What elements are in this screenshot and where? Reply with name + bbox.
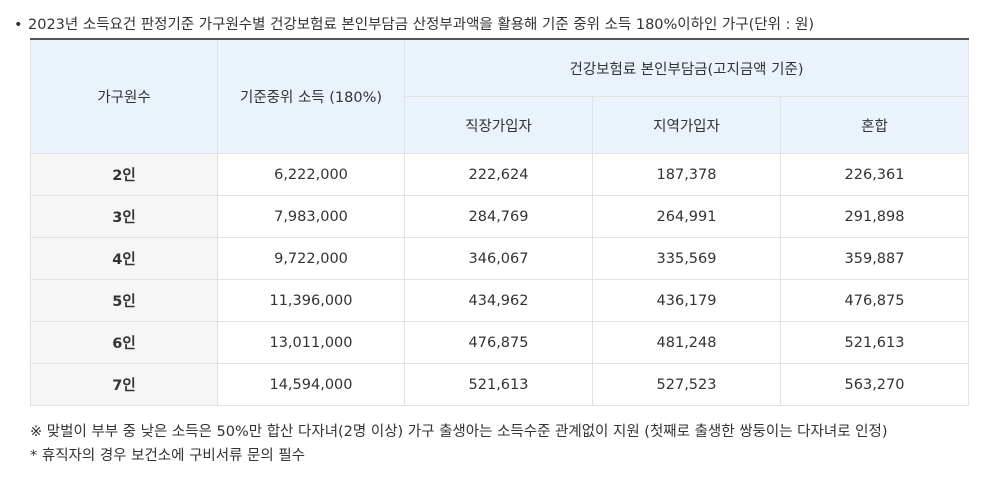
header-median-income: 기준중위 소득 (180%) (217, 38, 405, 154)
cell-household: 5인 (30, 279, 218, 322)
cell-income: 6,222,000 (217, 153, 405, 196)
cell-regional: 481,248 (592, 321, 781, 364)
cell-household: 6인 (30, 321, 218, 364)
cell-household: 7인 (30, 363, 218, 406)
table-row: 3인 7,983,000 284,769 264,991 291,898 (30, 195, 969, 238)
cell-income: 14,594,000 (217, 363, 405, 406)
cell-employee: 521,613 (404, 363, 593, 406)
income-table: 가구원수 기준중위 소득 (180%) 건강보험료 본인부담금(고지금액 기준)… (30, 38, 969, 406)
cell-mixed: 291,898 (780, 195, 969, 238)
table-row: 7인 14,594,000 521,613 527,523 563,270 (30, 363, 969, 406)
header-employee: 직장가입자 (404, 96, 593, 154)
cell-household: 4인 (30, 237, 218, 280)
cell-income: 9,722,000 (217, 237, 405, 280)
table-row: 2인 6,222,000 222,624 187,378 226,361 (30, 153, 969, 196)
cell-employee: 434,962 (404, 279, 593, 322)
notes: ※ 맞벌이 부부 중 낮은 소득은 50%만 합산 다자녀(2명 이상) 가구 … (30, 420, 975, 468)
header-household: 가구원수 (30, 38, 218, 154)
table-row: 5인 11,396,000 434,962 436,179 476,875 (30, 279, 969, 322)
header-premium-group: 건강보험료 본인부담금(고지금액 기준) (404, 38, 969, 97)
note-line: * 휴직자의 경우 보건소에 구비서류 문의 필수 (30, 448, 306, 464)
cell-mixed: 359,887 (780, 237, 969, 280)
table-row: 4인 9,722,000 346,067 335,569 359,887 (30, 237, 969, 280)
cell-mixed: 563,270 (780, 363, 969, 406)
cell-mixed: 521,613 (780, 321, 969, 364)
note-line: ※ 맞벌이 부부 중 낮은 소득은 50%만 합산 다자녀(2명 이상) 가구 … (30, 424, 888, 440)
income-table-container: 가구원수 기준중위 소득 (180%) 건강보험료 본인부담금(고지금액 기준)… (30, 38, 969, 406)
cell-regional: 187,378 (592, 153, 781, 196)
cell-employee: 476,875 (404, 321, 593, 364)
cell-mixed: 476,875 (780, 279, 969, 322)
cell-mixed: 226,361 (780, 153, 969, 196)
cell-employee: 284,769 (404, 195, 593, 238)
cell-regional: 436,179 (592, 279, 781, 322)
cell-employee: 222,624 (404, 153, 593, 196)
cell-regional: 264,991 (592, 195, 781, 238)
cell-regional: 335,569 (592, 237, 781, 280)
cell-income: 7,983,000 (217, 195, 405, 238)
caption-text: 2023년 소득요건 판정기준 가구원수별 건강보험료 본인부담금 산정부과액을… (28, 17, 815, 33)
header-regional: 지역가입자 (592, 96, 781, 154)
cell-employee: 346,067 (404, 237, 593, 280)
cell-income: 11,396,000 (217, 279, 405, 322)
cell-income: 13,011,000 (217, 321, 405, 364)
cell-household: 2인 (30, 153, 218, 196)
bullet: • (14, 17, 23, 33)
header-mixed: 혼합 (780, 96, 969, 154)
cell-regional: 527,523 (592, 363, 781, 406)
table-caption: • 2023년 소득요건 판정기준 가구원수별 건강보험료 본인부담금 산정부과액… (14, 13, 969, 34)
cell-household: 3인 (30, 195, 218, 238)
table-row: 6인 13,011,000 476,875 481,248 521,613 (30, 321, 969, 364)
